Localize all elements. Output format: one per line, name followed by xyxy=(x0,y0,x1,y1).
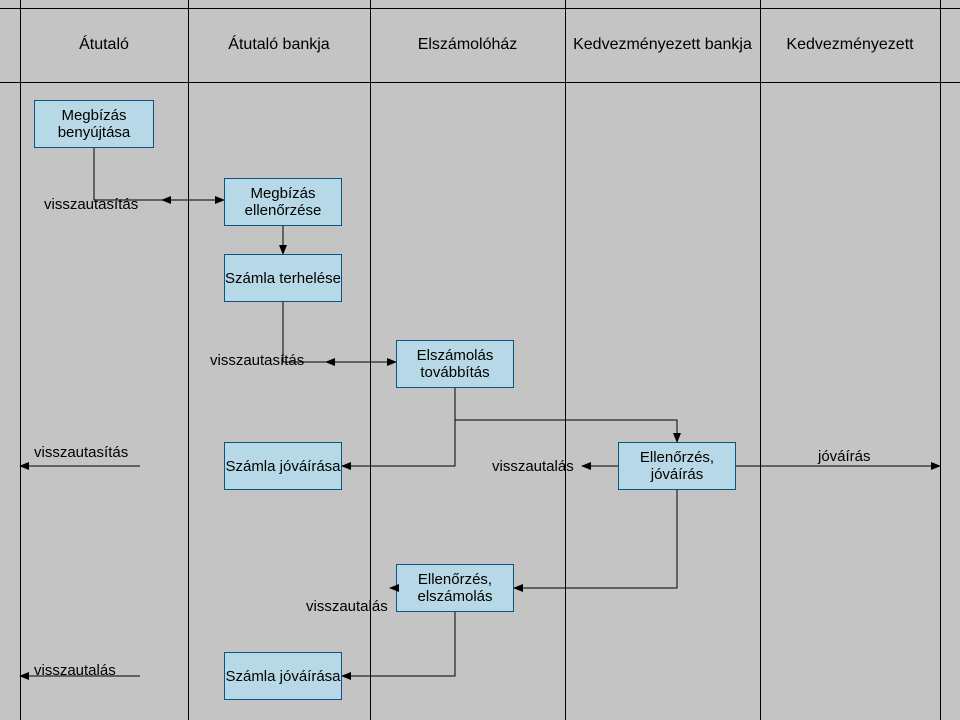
process-box-label: Megbízás ellenőrzése xyxy=(225,185,341,219)
flow-arrow xyxy=(342,388,455,466)
process-box-label: Ellenőrzés, jóváírás xyxy=(619,449,735,483)
process-box-label: Megbízás benyújtása xyxy=(35,107,153,141)
swimlane-header: Elszámolóház xyxy=(370,8,565,82)
process-box-megbizas-ellenorzese: Megbízás ellenőrzése xyxy=(224,178,342,226)
column-divider xyxy=(940,0,941,720)
flow-label-vissza-6: visszautalás xyxy=(34,662,116,679)
process-box-ellenorzes-jovairas: Ellenőrzés, jóváírás xyxy=(618,442,736,490)
process-box-label: Számla jóváírása xyxy=(225,458,340,475)
process-box-label: Elszámolás továbbítás xyxy=(397,347,513,381)
process-box-ellenorzes-elszamolas: Ellenőrzés, elszámolás xyxy=(396,564,514,612)
process-box-elszamolas-tovabbitas: Elszámolás továbbítás xyxy=(396,340,514,388)
column-divider xyxy=(188,0,189,720)
process-box-szamla-terhelese: Számla terhelése xyxy=(224,254,342,302)
flow-arrow xyxy=(455,420,677,442)
swimlane-header-label: Kedvezményezett bankja xyxy=(573,36,752,54)
flow-label-jovairas: jóváírás xyxy=(818,448,871,465)
flow-label-vissza-1: visszautasítás xyxy=(44,196,138,213)
row-divider xyxy=(0,82,960,83)
flow-arrow xyxy=(514,490,677,588)
column-divider xyxy=(565,0,566,720)
column-divider xyxy=(760,0,761,720)
flow-arrow xyxy=(342,612,455,676)
process-box-label: Számla jóváírása xyxy=(225,668,340,685)
swimlane-header: Kedvezményezett xyxy=(760,8,940,82)
column-divider xyxy=(20,0,21,720)
swimlane-header-label: Átutaló xyxy=(79,36,129,54)
flow-label-vissza-5: visszautalás xyxy=(306,598,388,615)
process-box-szamla-jovairasa-1: Számla jóváírása xyxy=(224,442,342,490)
swimlane-header: Kedvezményezett bankja xyxy=(565,8,760,82)
process-box-megbizas-benyujtasa: Megbízás benyújtása xyxy=(34,100,154,148)
process-box-szamla-jovairasa-2: Számla jóváírása xyxy=(224,652,342,700)
flow-label-vissza-3: visszautasítás xyxy=(34,444,128,461)
swimlane-header-label: Kedvezményezett xyxy=(786,36,913,54)
swimlane-header: Átutaló xyxy=(20,8,188,82)
process-box-label: Ellenőrzés, elszámolás xyxy=(397,571,513,605)
swimlane-header-label: Átutaló bankja xyxy=(228,36,329,54)
swimlane-header: Átutaló bankja xyxy=(188,8,370,82)
process-box-label: Számla terhelése xyxy=(225,270,341,287)
swimlane-header-label: Elszámolóház xyxy=(418,36,518,54)
flow-arrow xyxy=(94,148,224,200)
flow-label-vissza-4: visszautalás xyxy=(492,458,574,475)
flow-label-vissza-2: visszautasítás xyxy=(210,352,304,369)
swimlane-diagram: Átutaló Átutaló bankja Elszámolóház Kedvezm… xyxy=(0,0,960,720)
